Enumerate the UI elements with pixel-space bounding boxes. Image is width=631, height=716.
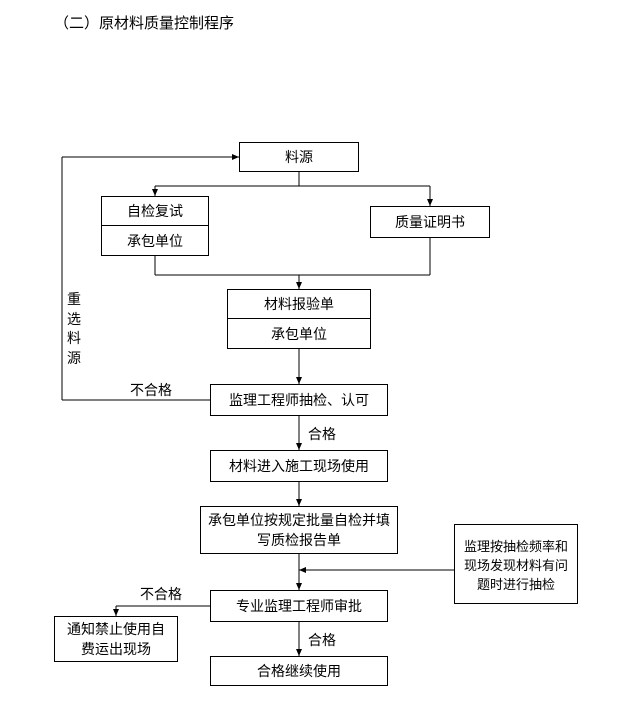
- node-continue-use: 合格继续使用: [210, 656, 388, 686]
- node-supervisor-check: 监理工程师抽检、认可: [210, 384, 388, 416]
- label-fail-2: 不合格: [140, 584, 182, 604]
- label-reselect: 重 选 料 源: [67, 290, 81, 368]
- node-forbid: 通知禁止使用自费运出现场: [54, 616, 178, 662]
- node-report-bottom: 承包单位: [227, 319, 371, 349]
- node-contractor-self: 承包单位按规定批量自检并填写质检报告单: [200, 506, 398, 554]
- label-reselect-3: 料: [67, 329, 81, 349]
- node-pro-supervisor: 专业监理工程师审批: [210, 590, 388, 622]
- node-sampling: 监理按抽检频率和现场发现材料有问题时进行抽检: [454, 524, 578, 604]
- label-fail-1: 不合格: [130, 380, 172, 400]
- node-selfcheck: 自检复试 承包单位: [101, 196, 209, 256]
- node-selfcheck-bottom: 承包单位: [101, 226, 209, 256]
- label-reselect-1: 重: [67, 290, 81, 310]
- label-reselect-2: 选: [67, 310, 81, 330]
- label-pass-2: 合格: [308, 630, 336, 650]
- node-report: 材料报验单 承包单位: [227, 289, 371, 349]
- node-report-top: 材料报验单: [227, 289, 371, 319]
- node-enter-site: 材料进入施工现场使用: [210, 450, 388, 482]
- node-cert: 质量证明书: [370, 206, 490, 238]
- page-title: （二）原材料质量控制程序: [54, 12, 234, 33]
- label-reselect-4: 源: [67, 349, 81, 369]
- node-source: 料源: [239, 142, 359, 172]
- label-pass-1: 合格: [308, 424, 336, 444]
- node-selfcheck-top: 自检复试: [101, 196, 209, 226]
